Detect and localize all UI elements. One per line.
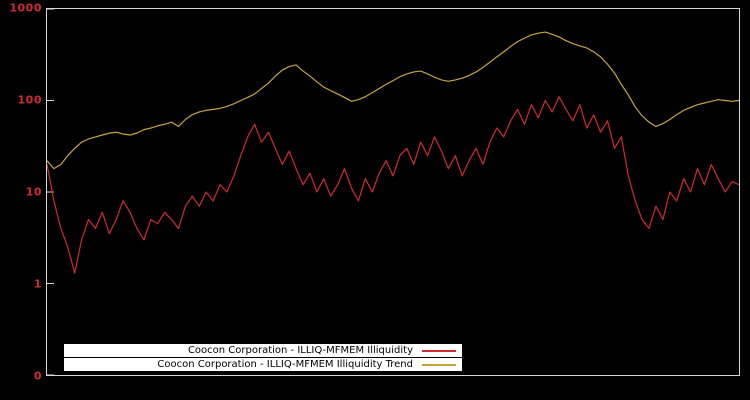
legend: Coocon Corporation - ILLIQ-MFMEM Illiqui…	[64, 344, 462, 372]
legend-line-sample	[422, 349, 456, 352]
legend-label: Coocon Corporation - ILLIQ-MFMEM Illiqui…	[157, 359, 413, 370]
legend-line-sample	[422, 363, 456, 366]
y-tick-label: 100	[17, 93, 42, 107]
y-tick-label: 1000	[9, 1, 42, 15]
illiquidity-series-line	[47, 96, 739, 274]
y-tick-label: 10	[25, 185, 42, 199]
illiquidity-trend-series-line	[47, 31, 739, 170]
plot-area	[46, 8, 740, 376]
plot-svg	[47, 9, 739, 375]
legend-label: Coocon Corporation - ILLIQ-MFMEM Illiqui…	[187, 345, 413, 356]
y-tick-label: 1	[33, 277, 42, 291]
legend-row: Coocon Corporation - ILLIQ-MFMEM Illiqui…	[64, 344, 462, 357]
legend-row: Coocon Corporation - ILLIQ-MFMEM Illiqui…	[64, 358, 462, 371]
y-tick-label: 0	[33, 369, 42, 383]
